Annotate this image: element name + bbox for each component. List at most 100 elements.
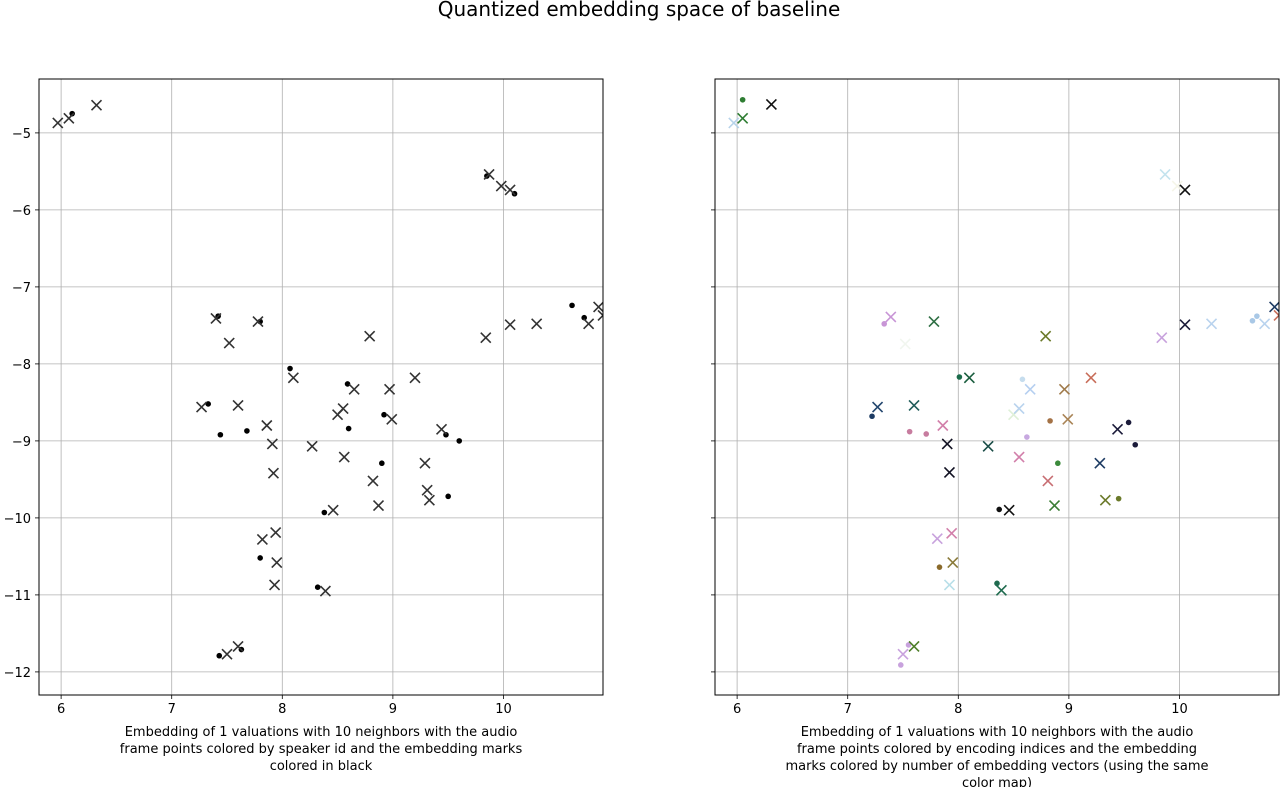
x-tick-label: 6 [57,702,65,717]
embedding-mark [1099,494,1111,506]
embedding-mark [210,312,222,325]
x-tick-label: 8 [278,702,286,717]
embedding-mark [941,438,953,450]
embedding-mark [495,180,507,192]
embedding-mark [765,98,777,110]
audio-frame-point [1254,313,1260,319]
audio-frame-point [994,580,1000,587]
embedding-mark [593,301,603,313]
plot-area [39,99,603,660]
audio-frame-point [445,493,451,500]
embedding-mark [504,319,516,331]
embedding-mark [423,494,435,506]
embedding-mark [1085,372,1097,384]
embedding-mark [63,112,75,124]
axes-frame [714,78,1280,696]
embedding-mark [383,383,396,395]
embedding-mark [583,318,595,330]
x-tick-label: 7 [168,702,176,717]
y-tick-label: −6 [12,204,31,219]
audio-frame-point [381,411,387,418]
audio-frame-point [314,584,321,590]
embedding-mark [270,526,282,539]
embedding-mark [90,99,103,111]
audio-frame-point [1024,434,1030,440]
embedding-mark [1179,184,1191,196]
y-tick-label: −8 [12,358,31,373]
embedding-mark [885,311,897,323]
embedding-mark [1179,319,1191,331]
x-tick-label: 9 [389,702,397,717]
audio-frame-point [1125,419,1132,426]
audio-frame-point [345,425,352,432]
x-tick-label: 10 [1171,702,1188,717]
embedding-mark [899,338,911,350]
embedding-mark [232,399,244,412]
embedding-mark [232,640,244,653]
embedding-mark [1205,318,1218,330]
embedding-mark [267,467,280,479]
embedding-mark [963,372,975,384]
x-tick-label: 10 [495,702,512,717]
embedding-mark [306,440,318,452]
audio-frame-point [257,555,263,561]
embedding-mark [931,533,943,545]
embedding-mark [1259,318,1271,330]
audio-frame-point [321,509,328,516]
embedding-mark [908,399,920,412]
audio-frame-point [1019,376,1026,383]
audio-frame-point [1132,441,1139,448]
embedding-mark [1062,413,1074,425]
embedding-mark [1040,330,1052,342]
embedding-mark [271,556,283,569]
embedding-mark [261,419,273,432]
embedding-mark [1269,301,1279,313]
y-tick-label: −10 [4,512,31,527]
embedding-mark [480,332,492,344]
embedding-mark [409,372,421,384]
y-tick-label: −5 [12,127,31,142]
embedding-mark [928,315,940,328]
audio-frame-point [1055,460,1061,467]
embedding-mark [943,579,956,591]
embedding-mark [1024,383,1036,395]
embedding-mark [372,500,385,512]
audio-frame-point [956,374,963,380]
embedding-mark [1094,457,1106,469]
x-axis-label-line: Embedding of 1 valuations with 10 neighb… [801,725,1194,740]
embedding-mark [364,330,376,342]
x-tick-label: 6 [733,702,741,717]
embedding-mark [221,648,233,660]
embedding-mark [728,117,740,129]
x-axis-label-line: marks colored by number of embedding vec… [785,759,1208,774]
audio-frame-point [1047,418,1053,424]
x-tick-label: 8 [954,702,962,717]
embedding-mark [531,318,543,330]
embedding-mark [1048,500,1061,512]
audio-frame-point [881,321,887,327]
figure-title: Quantized embedding space of baseline [438,0,841,21]
x-axis-label-line: color map) [962,776,1032,787]
embedding-mark [252,315,264,328]
audio-frame-point [379,460,385,467]
audio-frame-point [287,365,293,372]
audio-frame-point [216,652,223,659]
embedding-mark [943,466,956,479]
embedding-mark [1273,309,1279,321]
right-scatter-panel: 6 7 8 9 10 Embedding of 1 valuations with 10 … [711,78,1280,787]
embedding-mark [223,337,235,349]
embedding-mark [256,533,268,546]
embedding-mark [386,413,398,425]
embedding-mark [504,184,516,196]
audio-frame-point [569,302,575,309]
embedding-mark [367,475,379,487]
plot-area [715,96,1279,668]
embedding-mark [871,401,884,413]
x-axis-label-line: frame points colored by speaker id and t… [120,742,523,757]
audio-frame-point [69,110,75,117]
audio-frame-point [1115,495,1122,502]
embedding-mark [287,372,299,384]
embedding-mark [1171,180,1183,192]
embedding-mark [947,556,959,569]
